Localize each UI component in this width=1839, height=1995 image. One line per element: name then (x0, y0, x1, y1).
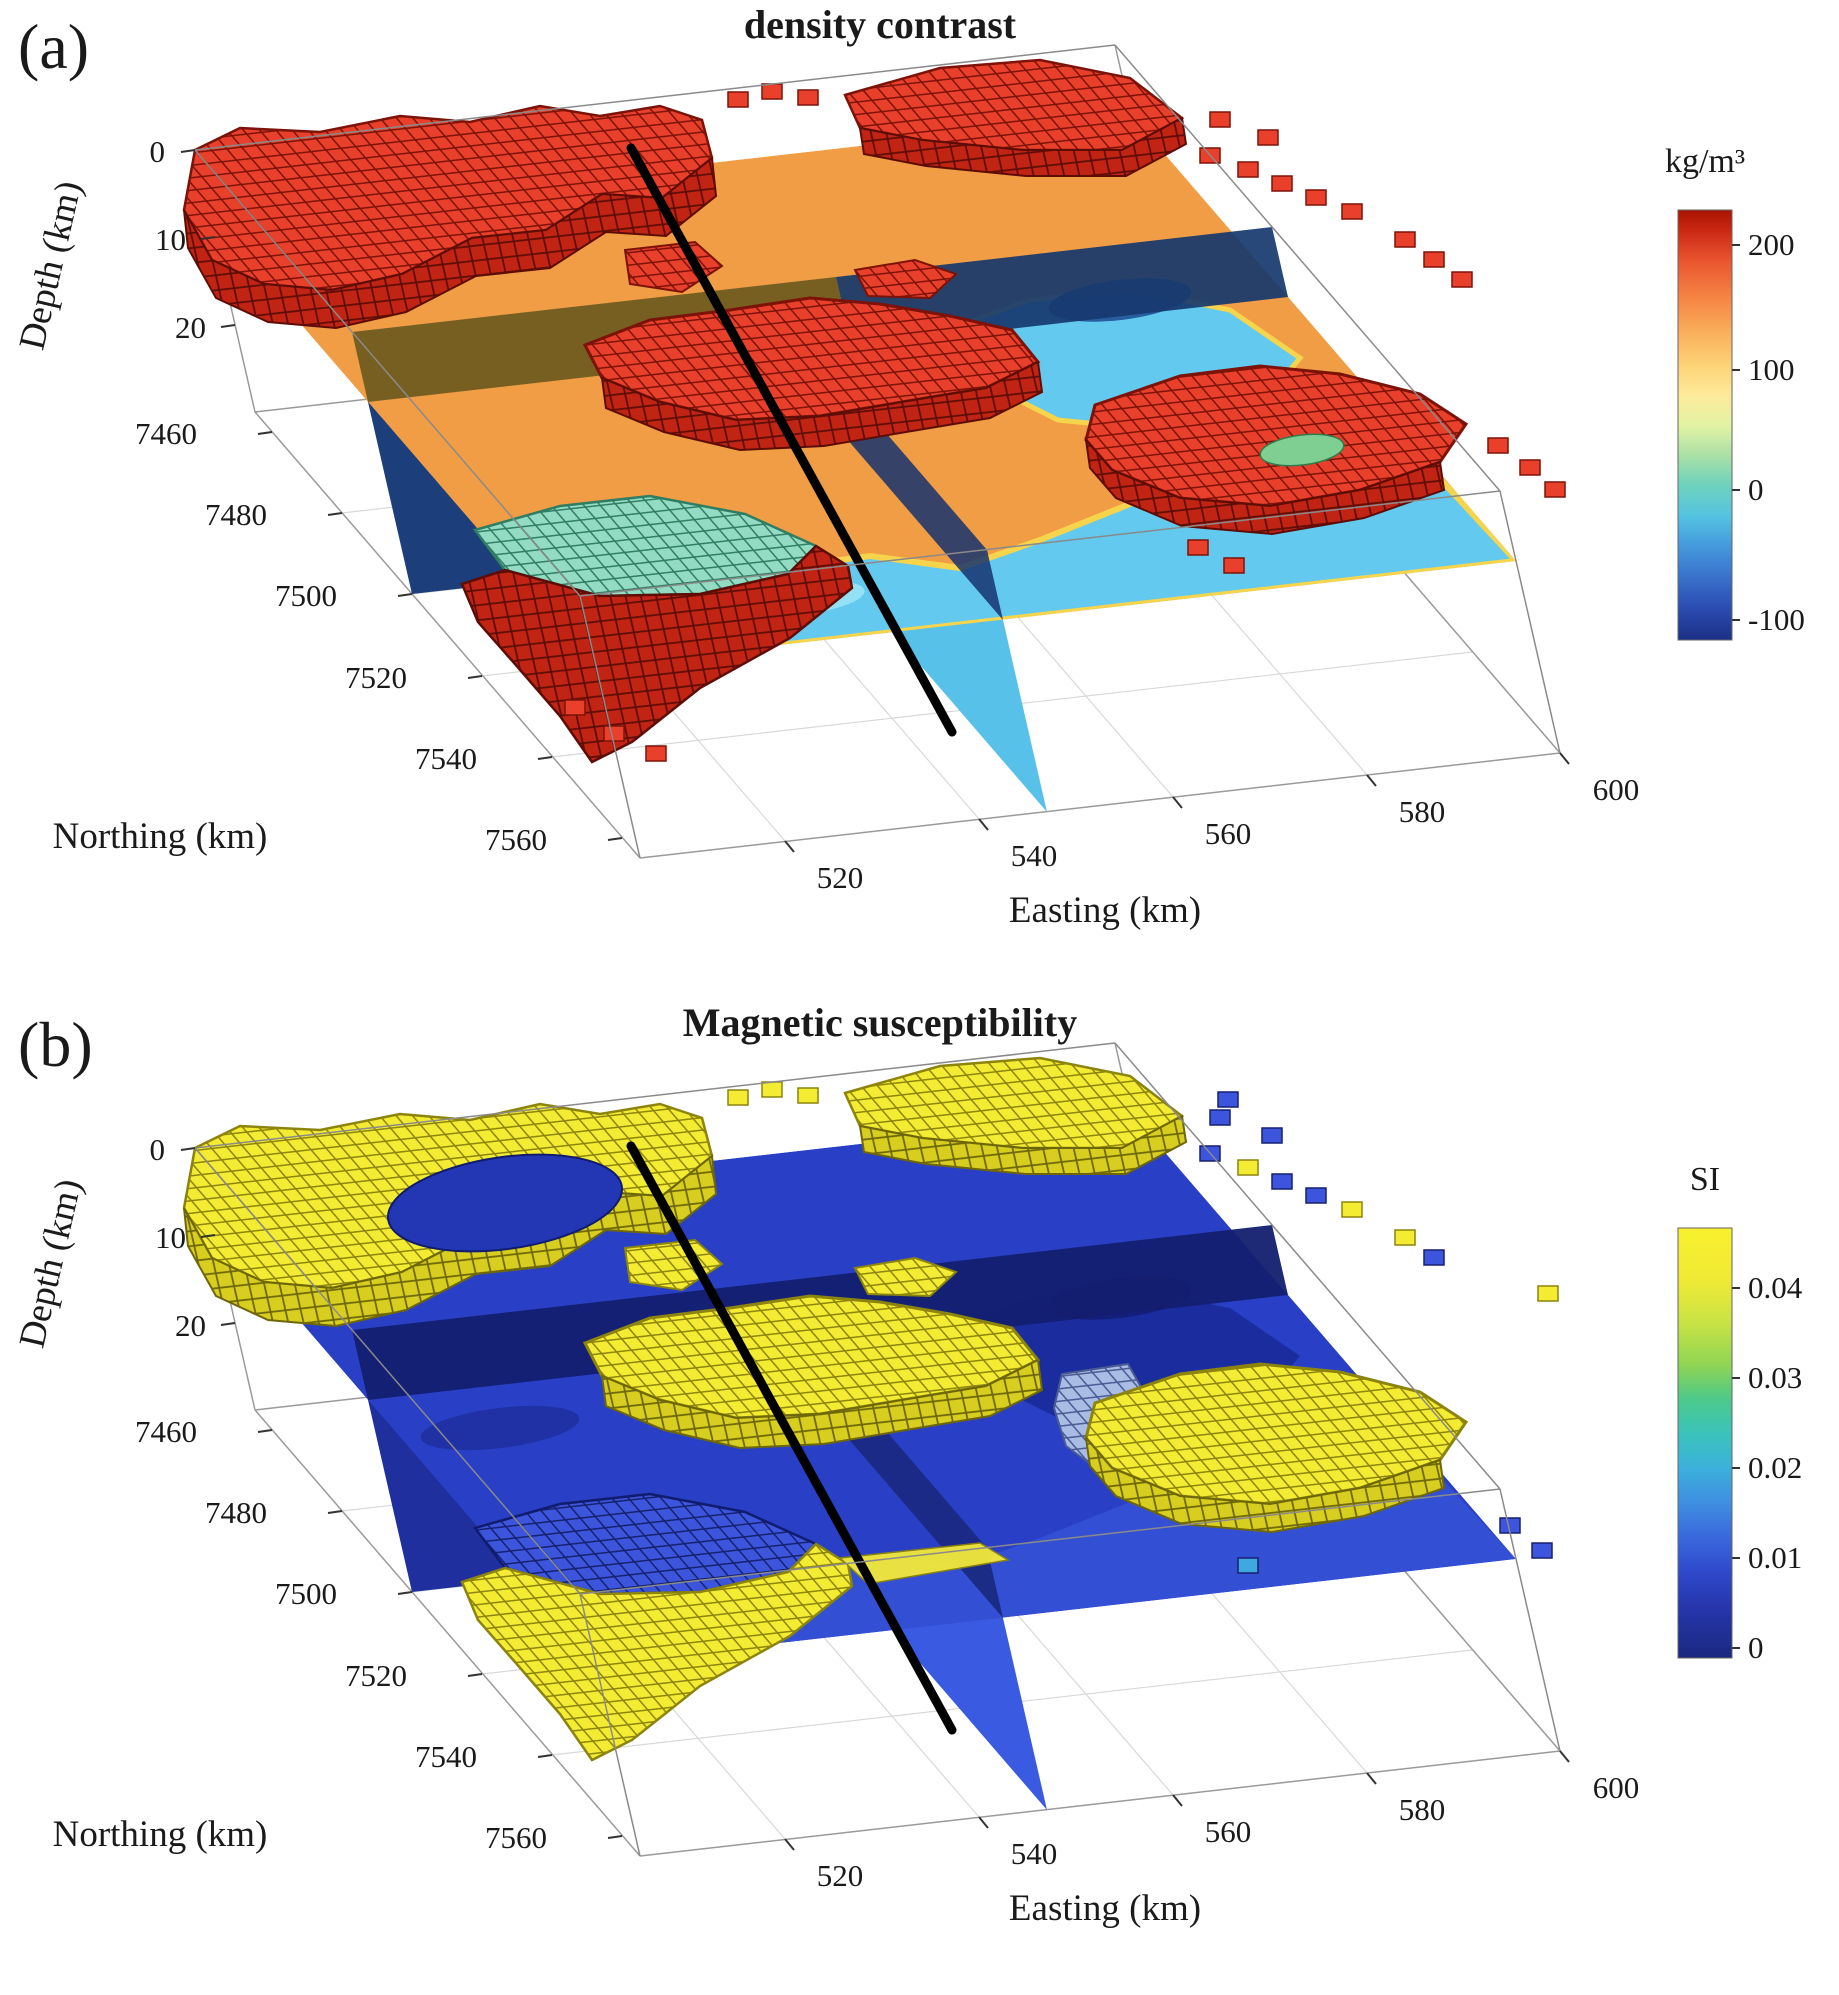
colorbar-tick: 0.03 (1748, 1360, 1802, 1395)
colorbar-gradient (1677, 209, 1733, 641)
depth-tick: 20 (175, 310, 206, 345)
easting-tick: 540 (1011, 1836, 1058, 1871)
profile-line (626, 1141, 957, 1735)
axis-ticks (180, 1147, 1570, 1851)
axis-ticks (180, 149, 1570, 853)
northing-tick: 7520 (345, 1658, 407, 1693)
depth-tick: 20 (175, 1308, 206, 1343)
panel-letter: (a) (18, 11, 89, 82)
easting-axis-label: Easting (km) (1009, 890, 1201, 931)
easting-tick: 560 (1205, 816, 1252, 851)
easting-tick: 600 (1593, 772, 1640, 807)
northing-tick: 7520 (345, 660, 407, 695)
colorbar: SI 0.04 0.03 0.02 0.01 0 (1677, 1161, 1803, 1665)
voxel-body-north-slab (182, 1102, 718, 1328)
panel-title: Magnetic susceptibility (683, 1000, 1077, 1045)
colorbar-tick: -100 (1748, 602, 1805, 637)
northing-tick: 7560 (485, 1820, 547, 1855)
voxel-body-southwest-wedge (460, 494, 854, 764)
panel-title: density contrast (744, 2, 1017, 47)
easting-tick: 520 (817, 860, 864, 895)
northing-tick: 7540 (415, 741, 477, 776)
profile-line (626, 143, 957, 737)
colorbar-tick: 0.01 (1748, 1540, 1802, 1575)
northing-tick: 7560 (485, 822, 547, 857)
voxel-body-north-centre (843, 58, 1188, 177)
colorbar-gradient (1677, 1227, 1733, 1659)
northing-tick: 7460 (135, 1414, 197, 1449)
easting-tick: 580 (1399, 794, 1446, 829)
easting-tick: 600 (1593, 1770, 1640, 1805)
voxel-body-centre-west (582, 258, 1044, 452)
easting-tick: 580 (1399, 1792, 1446, 1827)
northing-tick: 7500 (275, 1576, 337, 1611)
colorbar-tick: 200 (1748, 227, 1795, 262)
voxel-scatter-north-edge (727, 1081, 1559, 1302)
easting-tick: 540 (1011, 838, 1058, 873)
voxel-body-centre-east (1084, 364, 1469, 536)
colorbar-tick: 100 (1748, 352, 1795, 387)
northing-tick: 7460 (135, 416, 197, 451)
northing-axis-label: Northing (km) (53, 816, 268, 857)
northing-tick: 7480 (205, 1495, 267, 1530)
box-front-edges (194, 44, 1561, 859)
depth-tick: 0 (150, 1132, 166, 1167)
colorbar-tick: 0.04 (1748, 1270, 1803, 1305)
easting-tick: 560 (1205, 1814, 1252, 1849)
easting-axis-label: Easting (km) (1009, 1888, 1201, 1929)
voxel-scatter-north-edge (727, 83, 1473, 288)
colorbar-unit: SI (1690, 1161, 1720, 1198)
voxel-body-southwest-wedge (460, 1492, 1011, 1762)
colorbar-tick: 0 (1748, 472, 1764, 507)
depth-tick: 10 (155, 1220, 186, 1255)
voxel-body-centre-west (582, 1256, 1044, 1450)
colorbar: kg/m³ 200 100 0 -100 (1665, 143, 1805, 641)
panel-a-density-contrast: (a) density contrast 0 10 20 Depth (km) … (12, 2, 1805, 931)
voxel-body-north-slab (182, 104, 718, 330)
depth-axis-label: Depth (km) (12, 1175, 91, 1351)
northing-tick: 7480 (205, 497, 267, 532)
northing-axis-label: Northing (km) (53, 1814, 268, 1855)
panel-b-magnetic-susceptibility: (b) Magnetic susceptibility 0 10 20 Dept… (12, 1000, 1803, 1929)
voxel-body-centre-east (1084, 1362, 1553, 1574)
easting-tick: 520 (817, 1858, 864, 1893)
voxel-scatter-east (1187, 437, 1566, 574)
voxel-body-north-centre (843, 1056, 1188, 1175)
northing-tick: 7540 (415, 1739, 477, 1774)
depth-axis-label: Depth (km) (12, 177, 91, 353)
northing-tick: 7500 (275, 578, 337, 613)
low-susceptibility-window (386, 1153, 624, 1253)
box-front-edges (194, 1042, 1561, 1857)
panel-letter: (b) (18, 1009, 93, 1080)
colorbar-tick: 0 (1748, 1630, 1764, 1665)
colorbar-tick: 0.02 (1748, 1450, 1802, 1485)
depth-tick: 0 (150, 134, 166, 169)
colorbar-unit: kg/m³ (1665, 143, 1745, 180)
depth-tick: 10 (155, 222, 186, 257)
